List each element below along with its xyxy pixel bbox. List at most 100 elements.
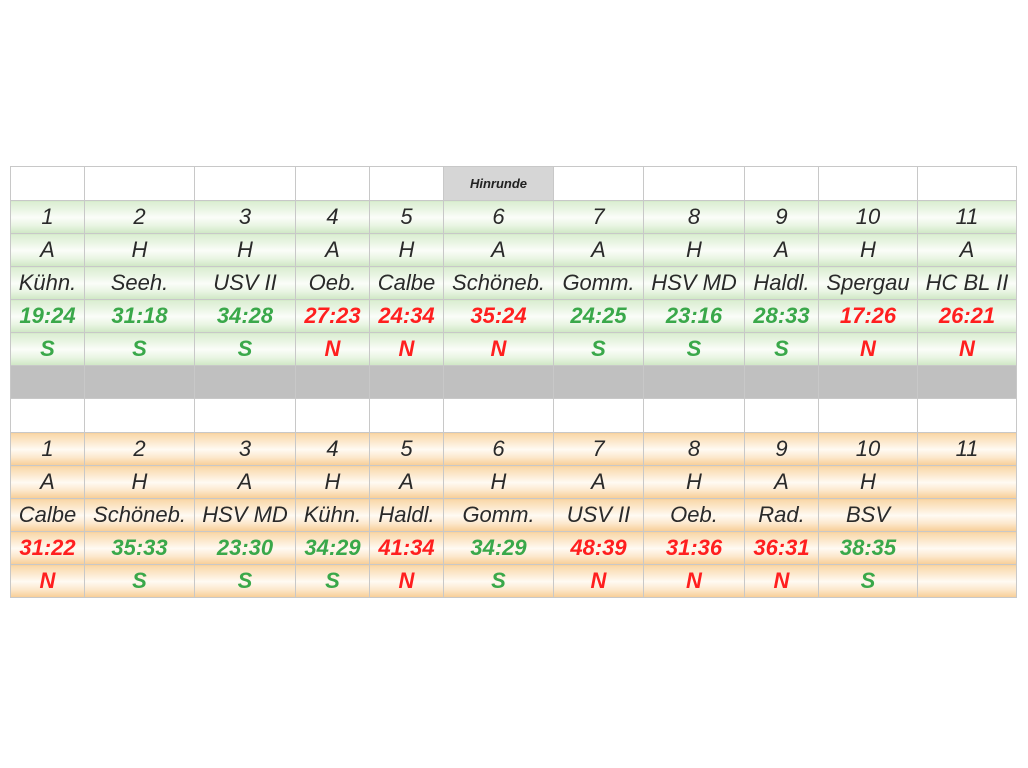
blank-cell: [443, 398, 554, 433]
score-cell: 31:36: [643, 531, 745, 565]
opponent-cell: Oeb.: [295, 266, 370, 300]
venue-cell: H: [643, 233, 745, 267]
venue-cell: H: [643, 465, 745, 499]
venue-cell: A: [194, 465, 296, 499]
opponent-cell: Oeb.: [643, 498, 745, 532]
header-cell: [553, 166, 644, 201]
result-cell: S: [194, 332, 296, 366]
game-number-cell: 1: [10, 200, 85, 234]
separator-cell: [443, 365, 554, 399]
header-cell: [194, 166, 296, 201]
result-cell: N: [818, 332, 918, 366]
venue-cell: [917, 465, 1017, 499]
blank-cell: [553, 398, 644, 433]
blank-cell: [643, 398, 745, 433]
score-cell: 17:26: [818, 299, 918, 333]
score-cell: 24:34: [369, 299, 444, 333]
opponent-cell: Seeh.: [84, 266, 195, 300]
venue-cell: H: [84, 465, 195, 499]
hinrunde-opponent-row: Kühn. Seeh. USV II Oeb. Calbe Schöneb. Gomm. HS…: [10, 266, 1017, 300]
score-cell: 35:33: [84, 531, 195, 565]
venue-cell: H: [295, 465, 370, 499]
header-cell: [10, 166, 85, 201]
game-number-cell: 2: [84, 432, 195, 466]
game-number-cell: 3: [194, 432, 296, 466]
venue-cell: A: [10, 233, 85, 267]
header-cell: [818, 166, 918, 201]
game-number-cell: 5: [369, 432, 444, 466]
score-cell: 26:21: [917, 299, 1017, 333]
opponent-cell: Calbe: [369, 266, 444, 300]
game-number-cell: 8: [643, 200, 745, 234]
game-number-cell: 7: [553, 432, 644, 466]
opponent-cell: Haldl.: [744, 266, 819, 300]
result-cell: N: [744, 564, 819, 598]
hinrunde-section: 1 2 3 4 5 6 7 8 9 10 11 A H H A H A A H A H A Kühn. Seeh. USV II…: [10, 200, 1017, 366]
result-cell: S: [744, 332, 819, 366]
separator-cell: [643, 365, 745, 399]
score-cell: 23:30: [194, 531, 296, 565]
opponent-cell: HC BL II: [917, 266, 1017, 300]
separator-cell: [818, 365, 918, 399]
result-cell: S: [194, 564, 296, 598]
separator-row: [10, 365, 1017, 399]
game-number-cell: 8: [643, 432, 745, 466]
score-cell: 31:18: [84, 299, 195, 333]
opponent-cell: BSV: [818, 498, 918, 532]
blank-cell: [10, 398, 85, 433]
venue-cell: A: [10, 465, 85, 499]
score-cell: 34:29: [295, 531, 370, 565]
opponent-cell: Schöneb.: [443, 266, 554, 300]
score-cell: [917, 531, 1017, 565]
venue-cell: A: [295, 233, 370, 267]
venue-cell: H: [818, 233, 918, 267]
game-number-cell: 6: [443, 200, 554, 234]
separator-cell: [917, 365, 1017, 399]
venue-cell: A: [553, 465, 644, 499]
score-cell: 27:23: [295, 299, 370, 333]
game-number-cell: 5: [369, 200, 444, 234]
game-number-cell: 9: [744, 200, 819, 234]
opponent-cell: Haldl.: [369, 498, 444, 532]
opponent-cell: HSV MD: [643, 266, 745, 300]
score-cell: 23:16: [643, 299, 745, 333]
header-cell: [917, 166, 1017, 201]
game-number-cell: 3: [194, 200, 296, 234]
separator-cell: [295, 365, 370, 399]
game-number-cell: 4: [295, 200, 370, 234]
blank-row: [10, 398, 1017, 433]
opponent-cell: Gomm.: [443, 498, 554, 532]
score-cell: 38:35: [818, 531, 918, 565]
result-cell: S: [10, 332, 85, 366]
blank-cell: [917, 398, 1017, 433]
game-number-cell: 10: [818, 432, 918, 466]
score-cell: 31:22: [10, 531, 85, 565]
blank-cell: [744, 398, 819, 433]
header-cell: [84, 166, 195, 201]
result-cell: S: [84, 564, 195, 598]
game-number-cell: 11: [917, 432, 1017, 466]
opponent-cell: [917, 498, 1017, 532]
blank-cell: [194, 398, 296, 433]
opponent-cell: USV II: [194, 266, 296, 300]
game-number-cell: 11: [917, 200, 1017, 234]
venue-cell: H: [443, 465, 554, 499]
rueckrunde-section: 1 2 3 4 5 6 7 8 9 10 11 A H A H A H A H A H Calbe Schöneb. HSV …: [10, 432, 1017, 598]
hinrunde-score-row: 19:24 31:18 34:28 27:23 24:34 35:24 24:25 23:16…: [10, 299, 1017, 333]
game-number-cell: 9: [744, 432, 819, 466]
score-cell: 48:39: [553, 531, 644, 565]
rueckrunde-score-row: 31:22 35:33 23:30 34:29 41:34 34:29 48:39 31:36…: [10, 531, 1017, 565]
blank-cell: [369, 398, 444, 433]
header-row: Hinrunde: [10, 166, 1017, 201]
venue-cell: A: [917, 233, 1017, 267]
opponent-cell: Spergau: [818, 266, 918, 300]
result-cell: S: [84, 332, 195, 366]
opponent-cell: Gomm.: [553, 266, 644, 300]
score-cell: 35:24: [443, 299, 554, 333]
result-cell: S: [553, 332, 644, 366]
opponent-cell: Schöneb.: [84, 498, 195, 532]
opponent-cell: Kühn.: [10, 266, 85, 300]
score-cell: 36:31: [744, 531, 819, 565]
